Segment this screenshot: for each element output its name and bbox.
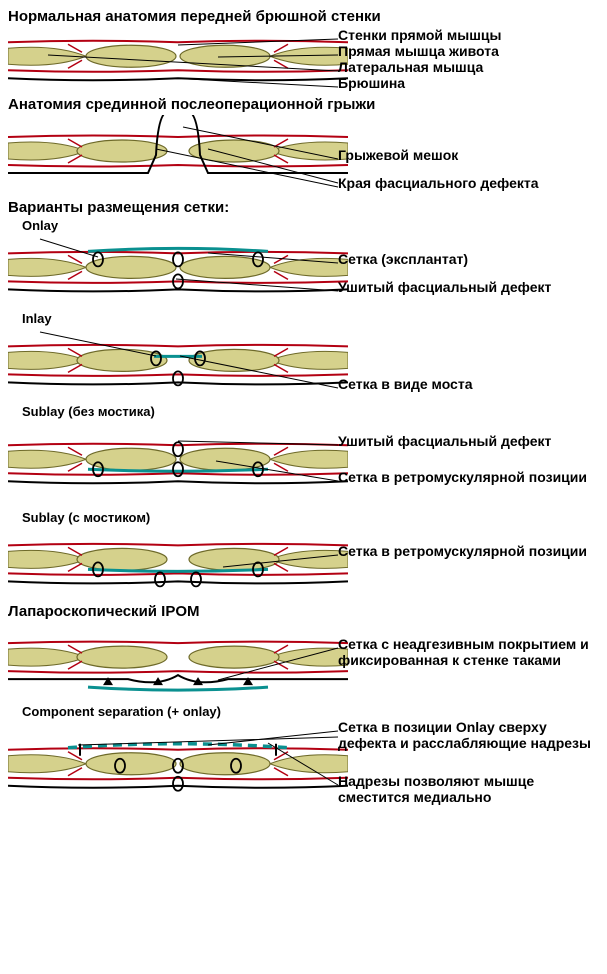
section-title: Анатомия срединной послеоперационной гры… bbox=[8, 96, 599, 113]
anatomy-label: Ушитый фасциальный дефект bbox=[338, 279, 599, 295]
anatomy-label: Стенки прямой мышцы bbox=[338, 27, 599, 43]
anatomy-diagram bbox=[8, 328, 348, 400]
anatomy-diagram bbox=[8, 27, 348, 92]
diagram-section-compsep: Component separation (+ onlay)Сетка в по… bbox=[8, 704, 599, 816]
label-column: Грыжевой мешок Края фасциального дефекта bbox=[338, 115, 599, 195]
anatomy-label: Сетка в позиции Onlay сверху дефекта и р… bbox=[338, 719, 599, 751]
anatomy-diagram bbox=[8, 622, 348, 700]
section-subtitle: Onlay bbox=[22, 218, 599, 233]
anatomy-diagram bbox=[8, 421, 348, 506]
diagram-section-ipom: Лапароскопический IPOM Сетка с неадгезивн… bbox=[8, 603, 599, 700]
label-column: Сетка (эксплантат) Ушитый фасциальный деф… bbox=[338, 235, 599, 307]
anatomy-label: Надрезы позволяют мышце сместится медиал… bbox=[338, 773, 599, 805]
anatomy-diagram bbox=[8, 721, 348, 816]
diagram-section-hernia: Анатомия срединной послеоперационной гры… bbox=[8, 96, 599, 195]
section-title: Варианты размещения сетки: bbox=[8, 199, 599, 216]
section-subtitle: Inlay bbox=[22, 311, 599, 326]
label-column: Сетка в виде моста bbox=[338, 328, 599, 400]
label-column: Сетка в ретромускулярной позиции bbox=[338, 527, 599, 599]
anatomy-label: Ушитый фасциальный дефект bbox=[338, 433, 599, 449]
anatomy-label: Прямая мышца живота bbox=[338, 43, 599, 59]
label-column: Сетка в позиции Onlay сверху дефекта и р… bbox=[338, 721, 599, 816]
diagram-section-sublay1: Sublay (без мостика) Ушитый фасциальный д… bbox=[8, 404, 599, 506]
label-column: Ушитый фасциальный дефект Сетка в ретрому… bbox=[338, 421, 599, 506]
section-title: Нормальная анатомия передней брюшной сте… bbox=[8, 8, 599, 25]
anatomy-label: Сетка с неадгезивным покрытием и фиксиро… bbox=[338, 636, 599, 668]
anatomy-label: Сетка в виде моста bbox=[338, 376, 599, 392]
anatomy-label: Брюшина bbox=[338, 75, 599, 91]
anatomy-diagram bbox=[8, 235, 348, 307]
section-title: Лапароскопический IPOM bbox=[8, 603, 599, 620]
section-subtitle: Sublay (без мостика) bbox=[22, 404, 599, 419]
anatomy-diagram bbox=[8, 527, 348, 599]
anatomy-label: Сетка в ретромускулярной позиции bbox=[338, 469, 599, 485]
anatomy-label: Грыжевой мешок bbox=[338, 147, 599, 163]
label-column: Стенки прямой мышцыПрямая мышца животаЛа… bbox=[338, 27, 599, 92]
anatomy-label: Сетка в ретромускулярной позиции bbox=[338, 543, 599, 559]
diagram-section-sublay2: Sublay (с мостиком) Сетка в ретромускуляр… bbox=[8, 510, 599, 599]
diagram-section-inlay: Inlay Сетка в виде моста bbox=[8, 311, 599, 400]
anatomy-diagram bbox=[8, 115, 348, 195]
anatomy-label: Латеральная мышца bbox=[338, 59, 599, 75]
diagram-section-normal: Нормальная анатомия передней брюшной сте… bbox=[8, 8, 599, 92]
label-column: Сетка с неадгезивным покрытием и фиксиро… bbox=[338, 622, 599, 700]
anatomy-label: Края фасциального дефекта bbox=[338, 175, 599, 191]
diagram-section-onlay: Варианты размещения сетки: Onlay Сетка (эк… bbox=[8, 199, 599, 307]
section-subtitle: Sublay (с мостиком) bbox=[22, 510, 599, 525]
section-subtitle: Component separation (+ onlay) bbox=[22, 704, 599, 719]
anatomy-label: Сетка (эксплантат) bbox=[338, 251, 599, 267]
